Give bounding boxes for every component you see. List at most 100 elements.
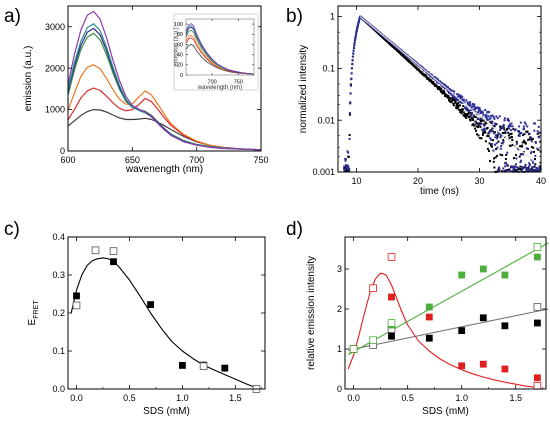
decay-point [511, 139, 514, 141]
decay-point [508, 137, 511, 140]
panel-d-ytick-label: 0 [337, 384, 342, 394]
decay-point [534, 154, 537, 157]
decay-point [509, 129, 512, 132]
decay-point [499, 136, 502, 139]
decay-point [538, 131, 541, 134]
emission-spectrum-line [67, 10, 262, 151]
decay-point [472, 123, 475, 125]
decay-point [454, 101, 457, 104]
decay-point [528, 132, 531, 135]
decay-point [507, 117, 510, 120]
decay-point [481, 111, 484, 114]
decay-point [502, 131, 505, 134]
decay-point [453, 95, 456, 97]
decay-point [513, 167, 516, 170]
decay-point [527, 165, 530, 168]
decay-point [470, 109, 473, 111]
decay-point [521, 144, 524, 147]
decay-point [427, 77, 430, 80]
decay-point [488, 110, 490, 113]
decay-point [486, 147, 489, 150]
decay-point [519, 161, 522, 164]
decay-point [477, 117, 480, 120]
decay-point [460, 101, 463, 104]
decay-point [502, 139, 505, 142]
decay-point [528, 164, 531, 166]
decay-point [522, 125, 525, 128]
decay-point [477, 126, 480, 129]
decay-point [489, 117, 492, 120]
decay-point [530, 136, 533, 139]
panel-d-xtick-label: 1.5 [509, 393, 522, 403]
decay-point [504, 130, 507, 133]
decay-point [483, 123, 486, 126]
inset-ytick-label: 80 [177, 32, 183, 38]
decay-point [480, 137, 483, 140]
decay-point [459, 94, 462, 97]
data-point-open [387, 319, 396, 327]
decay-point [538, 165, 541, 168]
decay-point [496, 154, 499, 157]
decay-point [507, 125, 510, 127]
decay-point [490, 130, 493, 133]
decay-point [348, 112, 351, 114]
decay-point [501, 154, 504, 157]
data-point-open [199, 362, 208, 370]
decay-point [531, 166, 534, 169]
decay-point [521, 166, 524, 169]
decay-point [455, 106, 458, 109]
decay-point [493, 117, 496, 120]
decay-point [456, 103, 459, 106]
decay-point [530, 140, 533, 143]
decay-point [512, 165, 515, 168]
panel-c-frame [67, 236, 266, 390]
decay-point [472, 119, 475, 122]
decay-point [449, 97, 452, 100]
decay-point [523, 133, 526, 135]
decay-point [348, 113, 351, 116]
decay-point [499, 125, 502, 128]
decay-point [473, 103, 476, 106]
data-point-filled [479, 314, 487, 322]
decay-point [493, 125, 496, 128]
decay-point [351, 55, 354, 58]
decay-point [469, 114, 472, 117]
decay-point [448, 91, 451, 94]
decay-fit-line [359, 16, 536, 163]
inset-xtick-label: 750 [234, 80, 243, 86]
inset-spectrum-line [185, 23, 255, 75]
decay-point [356, 26, 359, 29]
decay-point [479, 112, 482, 115]
decay-point [507, 131, 510, 134]
panel-b-ytick-label: 1 [330, 12, 335, 22]
data-point-filled [479, 265, 487, 273]
decay-point [485, 117, 488, 120]
decay-point [467, 104, 470, 107]
data-point-filled [534, 253, 541, 261]
decay-point [441, 83, 444, 85]
decay-point [497, 133, 500, 136]
decay-point [493, 122, 496, 125]
decay-point [457, 106, 460, 109]
decay-point [515, 140, 518, 143]
decay-point [511, 166, 513, 168]
decay-point [443, 90, 445, 93]
decay-point [516, 169, 519, 172]
decay-point [432, 81, 435, 83]
decay-point [531, 161, 534, 164]
panel-c-xtick-label: 1.0 [176, 393, 189, 403]
data-point-open [387, 253, 396, 261]
decay-point [351, 62, 354, 65]
decay-point [435, 77, 438, 80]
decay-point [460, 112, 463, 115]
decay-point [436, 81, 439, 83]
panel-d-frame [344, 236, 547, 390]
decay-point [487, 115, 490, 118]
inset-ytick-label: 100 [174, 22, 183, 28]
panel-d-series-group [347, 242, 549, 390]
decay-point [536, 147, 539, 150]
decay-point [468, 109, 471, 112]
decay-point [521, 141, 524, 144]
decay-point [508, 123, 511, 126]
decay-point [529, 138, 532, 141]
